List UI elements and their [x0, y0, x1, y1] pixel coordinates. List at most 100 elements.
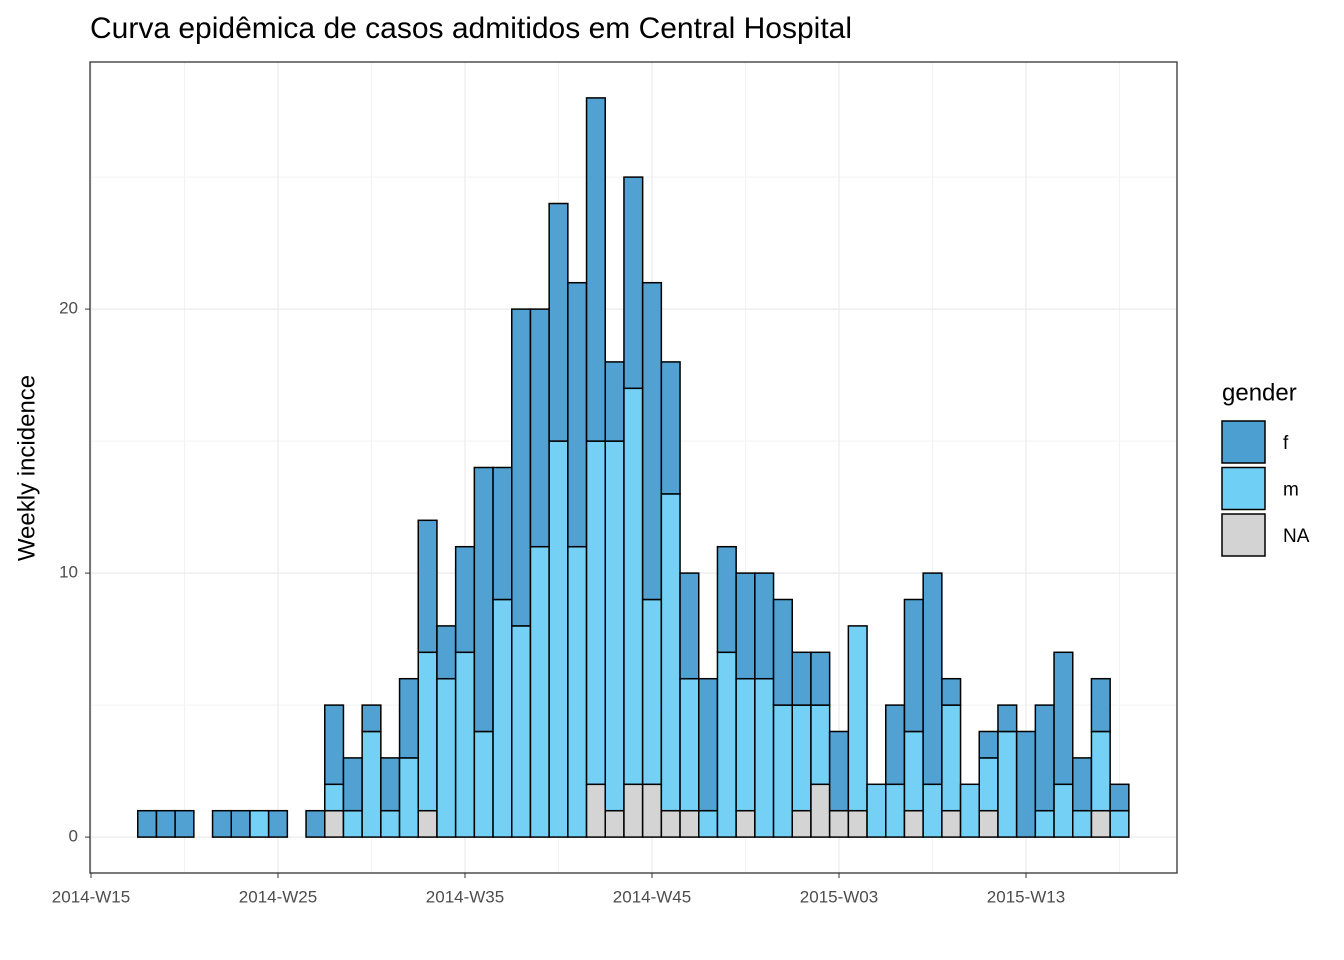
bar	[941, 809, 962, 838]
bar	[361, 704, 382, 733]
legend-label: m	[1283, 480, 1299, 501]
bar	[941, 704, 962, 812]
legend-label: NA	[1283, 526, 1310, 547]
y-axis-label: Weekly incidence	[13, 375, 40, 561]
bar	[1034, 809, 1055, 838]
bar	[1109, 783, 1130, 812]
bar	[716, 545, 737, 654]
bar	[641, 783, 663, 838]
bar	[698, 677, 719, 812]
bar	[810, 704, 831, 786]
bar	[473, 466, 494, 733]
bar	[1090, 677, 1111, 733]
bar	[922, 783, 943, 838]
bar	[585, 97, 606, 442]
bar	[585, 440, 606, 786]
y-tick-label: 20	[59, 299, 78, 318]
bar	[454, 651, 476, 838]
bar	[754, 677, 775, 838]
legend-title: gender	[1222, 379, 1297, 406]
plot-border	[89, 61, 1178, 874]
bar	[641, 598, 663, 786]
y-tick-label: 0	[69, 827, 78, 846]
bar	[997, 730, 1018, 838]
bar	[1015, 730, 1037, 838]
bar	[754, 572, 775, 680]
bar	[511, 625, 532, 838]
bar	[903, 598, 924, 733]
bar	[978, 757, 999, 812]
bar	[380, 809, 401, 838]
bar	[679, 677, 700, 812]
bar	[1053, 651, 1074, 786]
bar	[810, 783, 831, 838]
bar	[492, 598, 513, 838]
bar	[847, 625, 868, 812]
x-tick-label: 2014-W25	[239, 887, 317, 906]
bar	[492, 466, 513, 601]
bar	[735, 572, 756, 680]
bar	[380, 757, 401, 812]
bar	[1072, 809, 1093, 838]
bar	[828, 809, 850, 838]
bar	[230, 809, 251, 838]
bar	[903, 809, 924, 838]
bar	[1053, 783, 1074, 838]
bar	[623, 176, 644, 390]
bar	[828, 730, 850, 812]
bar	[436, 625, 457, 680]
bar	[772, 598, 793, 706]
bar	[567, 545, 588, 838]
bar	[660, 361, 681, 495]
bar	[342, 757, 363, 812]
bar	[716, 651, 737, 838]
bar	[511, 308, 532, 627]
bar	[604, 809, 625, 838]
bar	[623, 387, 644, 786]
bar	[959, 783, 980, 838]
bar	[604, 361, 625, 442]
bar	[137, 809, 158, 838]
bar	[604, 440, 625, 812]
legend-key	[1221, 420, 1266, 464]
bar	[585, 783, 606, 838]
bar	[866, 783, 887, 838]
bar	[342, 809, 363, 838]
bar	[567, 281, 588, 548]
bar	[772, 704, 793, 838]
bar	[791, 704, 812, 812]
bar	[1034, 704, 1055, 812]
chart-title: Curva epidêmica de casos admitidos em Ce…	[90, 12, 852, 45]
bar	[324, 704, 345, 786]
legend-key	[1221, 513, 1266, 557]
bar	[623, 783, 644, 838]
bar	[529, 308, 550, 548]
y-tick-label: 10	[59, 563, 78, 582]
bar	[548, 440, 569, 838]
x-tick-label: 2014-W35	[426, 887, 504, 906]
bar	[679, 572, 700, 680]
bar	[324, 783, 345, 812]
bar	[174, 809, 195, 838]
bar	[735, 809, 756, 838]
bar	[941, 677, 962, 706]
x-tick-label: 2015-W13	[987, 887, 1065, 906]
bar	[641, 281, 663, 601]
bar	[529, 545, 550, 838]
bar	[997, 704, 1018, 733]
bar	[1090, 730, 1111, 812]
bar	[324, 809, 345, 838]
bar	[417, 809, 438, 838]
bar	[791, 809, 812, 838]
bar	[417, 651, 438, 812]
bar	[903, 730, 924, 812]
bar	[698, 809, 719, 838]
bar	[885, 704, 906, 786]
bar	[155, 809, 176, 838]
bar	[735, 677, 756, 812]
bar	[660, 493, 681, 812]
bar	[417, 519, 438, 654]
legend-key	[1221, 466, 1266, 511]
bar	[978, 809, 999, 838]
bar	[922, 572, 943, 786]
